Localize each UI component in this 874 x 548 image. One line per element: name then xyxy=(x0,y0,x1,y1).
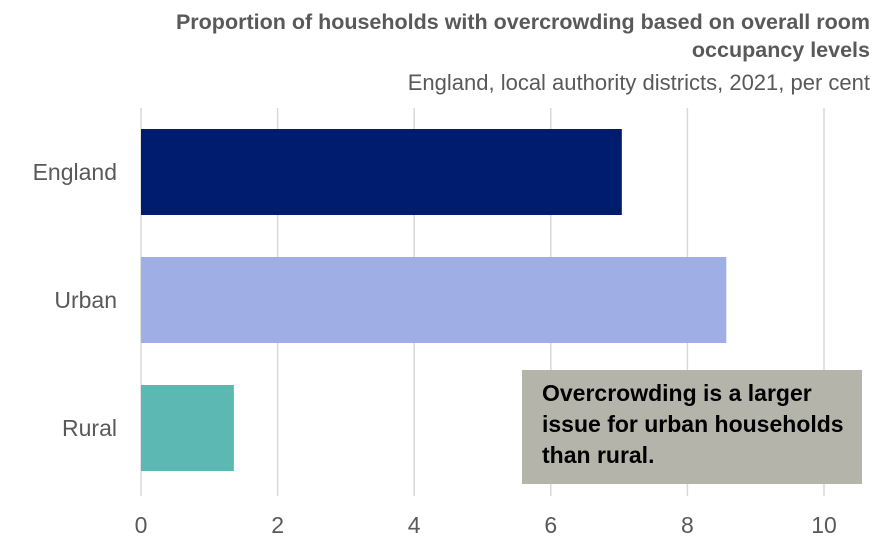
x-tick-label-8: 8 xyxy=(681,512,694,538)
category-label-england: England xyxy=(33,159,117,185)
chart-title: Proportion of households with overcrowdi… xyxy=(175,10,870,62)
x-tick-label-2: 2 xyxy=(271,512,284,538)
x-tick-label-4: 4 xyxy=(408,512,421,538)
bar-urban xyxy=(141,257,727,343)
category-label-urban: Urban xyxy=(54,287,117,313)
annotation-box: Overcrowding is a larger issue for urban… xyxy=(522,370,862,484)
category-label-rural: Rural xyxy=(62,415,117,441)
x-tick-label-10: 10 xyxy=(811,512,837,538)
bar-england xyxy=(141,129,622,215)
x-tick-label-0: 0 xyxy=(135,512,148,538)
bar-rural xyxy=(141,385,234,471)
x-tick-label-6: 6 xyxy=(544,512,557,538)
chart-subtitle: England, local authority districts, 2021… xyxy=(407,70,870,95)
